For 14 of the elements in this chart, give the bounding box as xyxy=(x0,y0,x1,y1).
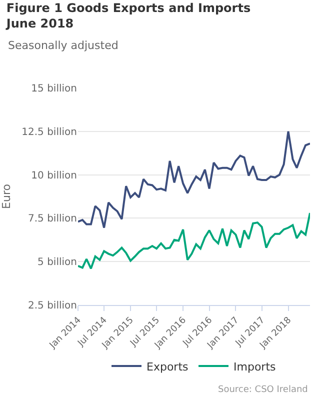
source-note: Source: CSO Ireland xyxy=(218,385,308,395)
line-series xyxy=(78,130,310,229)
y-tick-label: 12.5 billion xyxy=(22,126,77,138)
y-axis-title: Euro xyxy=(0,184,13,209)
y-tick-label: 2.5 billion xyxy=(28,300,77,312)
line-series xyxy=(78,212,310,270)
legend-label: Exports xyxy=(146,360,189,374)
y-tick-label: 7.5 billion xyxy=(28,214,77,225)
y-tick-label: 15 billion xyxy=(31,84,77,94)
legend-label: Imports xyxy=(234,360,276,374)
y-tick-label: 10 billion xyxy=(31,170,77,182)
chart-subtitle: Seasonally adjusted xyxy=(8,39,118,52)
chart-title: Figure 1 Goods Exports and Imports June 2018 xyxy=(5,1,251,31)
y-tick-label: 5 billion xyxy=(38,257,77,268)
